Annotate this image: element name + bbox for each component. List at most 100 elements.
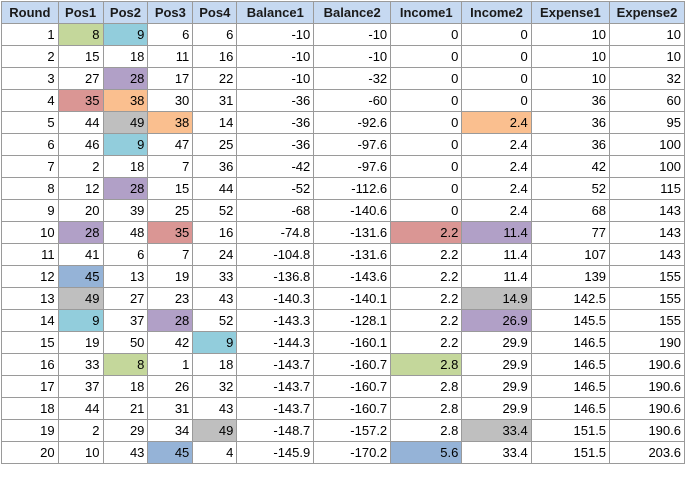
- table-cell[interactable]: 12: [1, 265, 59, 288]
- table-cell[interactable]: 190.6: [609, 375, 685, 398]
- table-cell[interactable]: 20: [1, 441, 59, 464]
- table-cell[interactable]: -60: [313, 89, 392, 112]
- table-cell[interactable]: 30: [147, 89, 194, 112]
- column-header-expense2[interactable]: Expense2: [609, 1, 685, 24]
- table-cell[interactable]: 37: [102, 309, 149, 332]
- table-cell[interactable]: 0: [390, 155, 463, 178]
- table-cell[interactable]: 143: [609, 221, 685, 244]
- table-cell[interactable]: 2.8: [390, 375, 463, 398]
- column-header-pos1[interactable]: Pos1: [57, 1, 104, 24]
- table-cell[interactable]: 115: [609, 177, 685, 200]
- table-cell[interactable]: 0: [390, 177, 463, 200]
- table-cell[interactable]: 48: [102, 221, 149, 244]
- table-cell[interactable]: 45: [57, 265, 104, 288]
- table-cell[interactable]: 41: [57, 243, 104, 266]
- table-cell[interactable]: -52: [236, 177, 315, 200]
- table-cell[interactable]: 190.6: [609, 419, 685, 442]
- table-cell[interactable]: -36: [236, 89, 315, 112]
- table-cell[interactable]: 15: [1, 331, 59, 354]
- table-cell[interactable]: -10: [236, 67, 315, 90]
- table-cell[interactable]: 49: [192, 419, 238, 442]
- table-cell[interactable]: 25: [147, 199, 194, 222]
- table-cell[interactable]: 11.4: [461, 221, 532, 244]
- table-cell[interactable]: 44: [57, 111, 104, 134]
- table-cell[interactable]: -143.7: [236, 375, 315, 398]
- column-header-pos3[interactable]: Pos3: [147, 1, 194, 24]
- table-cell[interactable]: 2.8: [390, 397, 463, 420]
- table-cell[interactable]: -160.7: [313, 375, 392, 398]
- table-cell[interactable]: 2.4: [461, 155, 532, 178]
- table-cell[interactable]: 60: [609, 89, 685, 112]
- table-cell[interactable]: 28: [102, 177, 149, 200]
- table-cell[interactable]: 18: [192, 353, 238, 376]
- table-cell[interactable]: 2.2: [390, 221, 463, 244]
- table-cell[interactable]: 23: [147, 287, 194, 310]
- table-cell[interactable]: 1: [1, 23, 59, 46]
- table-cell[interactable]: 25: [192, 133, 238, 156]
- table-cell[interactable]: 2: [57, 419, 104, 442]
- table-cell[interactable]: 146.5: [530, 331, 611, 354]
- table-cell[interactable]: 0: [390, 133, 463, 156]
- table-cell[interactable]: 190: [609, 331, 685, 354]
- table-cell[interactable]: 0: [390, 89, 463, 112]
- table-cell[interactable]: 18: [1, 397, 59, 420]
- table-cell[interactable]: 10: [1, 221, 59, 244]
- table-cell[interactable]: 49: [102, 111, 149, 134]
- table-cell[interactable]: 52: [192, 309, 238, 332]
- table-cell[interactable]: 10: [530, 67, 611, 90]
- table-cell[interactable]: 21: [102, 397, 149, 420]
- table-cell[interactable]: 43: [192, 287, 238, 310]
- table-cell[interactable]: 33.4: [461, 419, 532, 442]
- table-cell[interactable]: -144.3: [236, 331, 315, 354]
- table-cell[interactable]: -170.2: [313, 441, 392, 464]
- table-cell[interactable]: 143: [609, 243, 685, 266]
- table-cell[interactable]: -145.9: [236, 441, 315, 464]
- table-cell[interactable]: -140.3: [236, 287, 315, 310]
- table-cell[interactable]: 4: [192, 441, 238, 464]
- table-cell[interactable]: 50: [102, 331, 149, 354]
- table-cell[interactable]: 7: [147, 155, 194, 178]
- table-cell[interactable]: 14: [1, 309, 59, 332]
- table-cell[interactable]: 2.8: [390, 419, 463, 442]
- table-cell[interactable]: 7: [1, 155, 59, 178]
- table-cell[interactable]: -10: [313, 23, 392, 46]
- table-cell[interactable]: 29.9: [461, 353, 532, 376]
- table-cell[interactable]: 68: [530, 199, 611, 222]
- table-cell[interactable]: 31: [147, 397, 194, 420]
- table-cell[interactable]: 2: [57, 155, 104, 178]
- table-cell[interactable]: 203.6: [609, 441, 685, 464]
- table-cell[interactable]: 19: [1, 419, 59, 442]
- table-cell[interactable]: 19: [57, 331, 104, 354]
- table-cell[interactable]: 10: [57, 441, 104, 464]
- table-cell[interactable]: 29.9: [461, 375, 532, 398]
- table-cell[interactable]: -74.8: [236, 221, 315, 244]
- table-cell[interactable]: 11: [147, 45, 194, 68]
- table-cell[interactable]: 11.4: [461, 265, 532, 288]
- table-cell[interactable]: 155: [609, 265, 685, 288]
- table-cell[interactable]: 0: [461, 67, 532, 90]
- table-cell[interactable]: 15: [147, 177, 194, 200]
- table-cell[interactable]: 37: [57, 375, 104, 398]
- table-cell[interactable]: 35: [57, 89, 104, 112]
- table-cell[interactable]: 34: [147, 419, 194, 442]
- table-cell[interactable]: -36: [236, 133, 315, 156]
- table-cell[interactable]: 16: [1, 353, 59, 376]
- table-cell[interactable]: 2.2: [390, 243, 463, 266]
- table-cell[interactable]: 146.5: [530, 397, 611, 420]
- table-cell[interactable]: 38: [147, 111, 194, 134]
- table-cell[interactable]: 0: [390, 199, 463, 222]
- column-header-pos4[interactable]: Pos4: [192, 1, 238, 24]
- table-cell[interactable]: 155: [609, 287, 685, 310]
- table-cell[interactable]: 5: [1, 111, 59, 134]
- column-header-expense1[interactable]: Expense1: [530, 1, 611, 24]
- table-cell[interactable]: 18: [102, 155, 149, 178]
- table-cell[interactable]: 155: [609, 309, 685, 332]
- table-cell[interactable]: 9: [102, 23, 149, 46]
- table-cell[interactable]: 2.4: [461, 199, 532, 222]
- table-cell[interactable]: 26: [147, 375, 194, 398]
- table-cell[interactable]: 31: [192, 89, 238, 112]
- table-cell[interactable]: 13: [1, 287, 59, 310]
- table-cell[interactable]: 146.5: [530, 375, 611, 398]
- table-cell[interactable]: 2.8: [390, 353, 463, 376]
- table-cell[interactable]: 22: [192, 67, 238, 90]
